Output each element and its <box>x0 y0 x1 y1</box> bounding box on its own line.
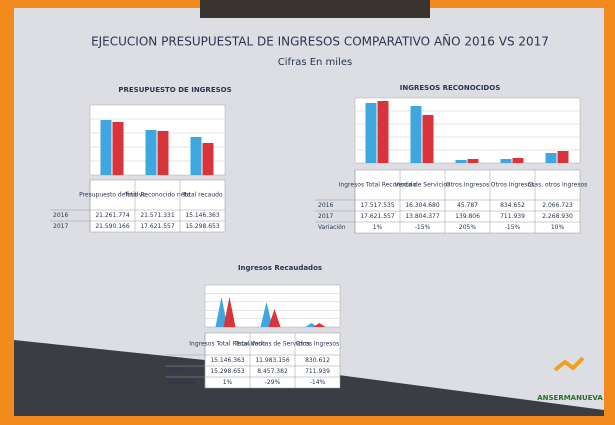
bar <box>377 101 389 163</box>
cell: 1% <box>223 379 233 386</box>
cell: 2.268.930 <box>542 213 573 220</box>
cell: 8.457.382 <box>257 368 288 375</box>
row-label: 2017 <box>318 213 333 220</box>
subtitle: Cifras En miles <box>278 57 352 68</box>
cell: 13.804.377 <box>405 213 440 220</box>
panel-title: PRESUPUESTO DE INGRESOS <box>118 86 231 94</box>
cell: 2.066.723 <box>542 202 573 209</box>
cell: 10% <box>551 224 565 231</box>
cone <box>313 323 326 327</box>
table <box>354 169 581 234</box>
cell: 830.612 <box>305 357 330 364</box>
cell: 139.806 <box>455 213 480 220</box>
title: EJECUCION PRESUPUESTAL DE INGRESOS COMPA… <box>91 34 549 49</box>
column-header: Venta de Servicios <box>395 182 450 189</box>
row-label: Variación <box>318 224 346 231</box>
cell: -29% <box>265 379 281 386</box>
column-header: Otros Ingresos <box>296 341 339 348</box>
cone <box>215 297 228 327</box>
bar <box>410 106 422 163</box>
row-label: 2017 <box>53 223 68 230</box>
cell: 15.146.363 <box>210 357 245 364</box>
bar <box>100 120 112 175</box>
cell: 834.652 <box>500 202 525 209</box>
bar <box>512 158 524 163</box>
row-label: Variación <box>168 379 196 386</box>
cell: -15% <box>505 224 521 231</box>
bar <box>202 143 214 175</box>
cell: 15.146.363 <box>185 212 220 219</box>
column-header: Total Ventas de Servicios <box>234 341 309 348</box>
cell: 205% <box>459 224 476 231</box>
cell: 45.787 <box>457 202 478 209</box>
cone <box>305 323 318 327</box>
cell: 15.298.653 <box>210 368 245 375</box>
column-header: Total recaudo <box>181 192 223 199</box>
bar <box>112 122 124 175</box>
cell: 17.621.557 <box>360 213 395 220</box>
table <box>204 332 341 389</box>
bar <box>190 137 202 175</box>
cone <box>260 302 273 327</box>
bar <box>422 115 434 163</box>
column-header: Presupuesto definitivo <box>79 192 146 199</box>
bar <box>467 159 479 163</box>
row-label: 2016 <box>318 202 333 209</box>
column-header: Ingresos Total Reconocido <box>339 182 417 189</box>
panel-title: INGRESOS RECONOCIDOS <box>400 84 500 92</box>
column-header: Ingresos Total Recaudado <box>189 341 266 348</box>
cell: -14% <box>310 379 326 386</box>
cell: -15% <box>415 224 431 231</box>
row-label: 2016 <box>168 357 183 364</box>
cell: 21.261.774 <box>95 212 130 219</box>
cell: 21.571.331 <box>140 212 175 219</box>
bar <box>365 103 377 163</box>
chart-area <box>354 97 581 164</box>
cell: 711.939 <box>305 368 330 375</box>
cell: 17.517.535 <box>360 202 395 209</box>
bar <box>545 153 557 163</box>
panel-title: Ingresos Recaudados <box>238 264 322 272</box>
column-header: Total Reconocido neto <box>124 192 191 199</box>
cell: 21.590.166 <box>95 223 130 230</box>
bar <box>455 160 467 163</box>
cell: 711.939 <box>500 213 525 220</box>
cone <box>268 309 281 327</box>
row-label: 2016 <box>53 212 68 219</box>
column-header: Ctas. otros Ingresos <box>528 182 588 189</box>
cell: 15.298.653 <box>185 223 220 230</box>
bar <box>157 131 169 175</box>
column-header: Otros Ingresos <box>446 182 489 189</box>
bar <box>557 151 569 163</box>
table <box>89 179 226 233</box>
top-band <box>200 0 430 18</box>
cell: 11.983.156 <box>255 357 290 364</box>
row-label: 2017 <box>168 368 183 375</box>
bar <box>500 159 512 163</box>
logo: ANSERMANUEVA <box>537 394 603 402</box>
cell: 17.621.557 <box>140 223 175 230</box>
cell: 16.304.680 <box>405 202 440 209</box>
logo-mark <box>553 356 585 372</box>
cell: 1% <box>373 224 383 231</box>
column-header: Otros Ingresos <box>491 182 534 189</box>
bar <box>145 130 157 175</box>
cone <box>223 297 236 327</box>
